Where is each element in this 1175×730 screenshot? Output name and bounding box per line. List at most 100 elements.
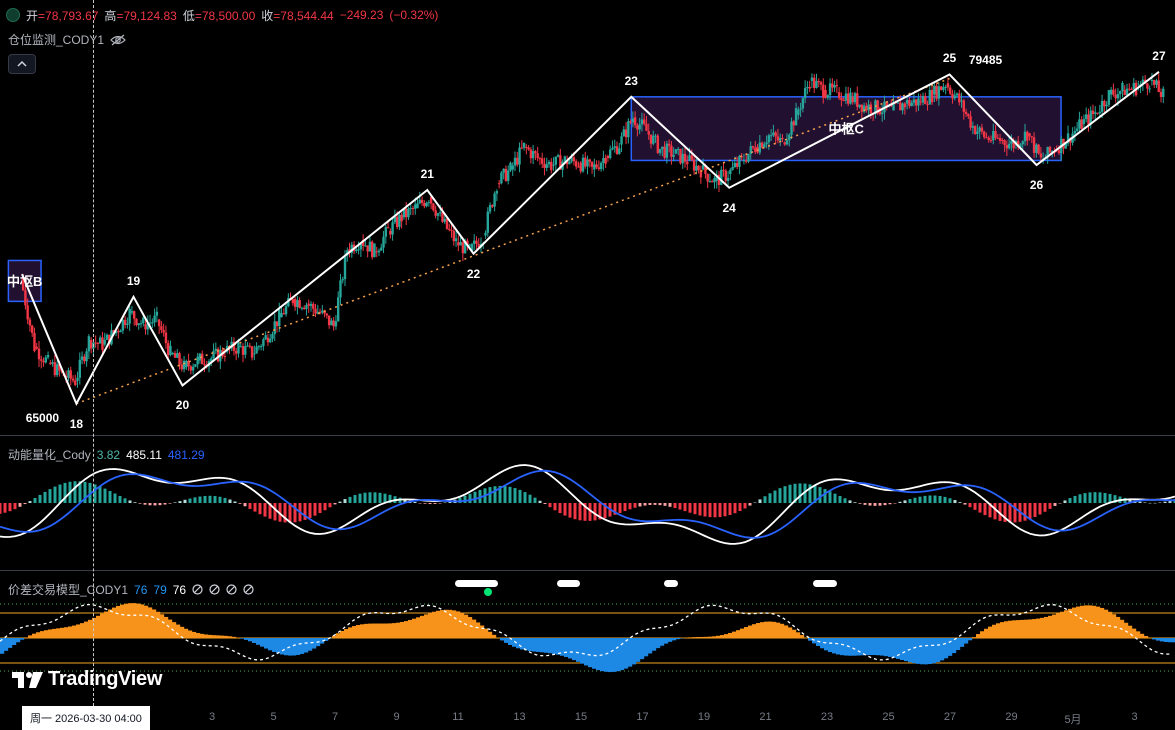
macd-histogram-bar bbox=[33, 498, 37, 503]
candle bbox=[681, 147, 684, 169]
indicator-title-macd[interactable]: 动能量化_Cody 3.82 485.11 481.29 bbox=[8, 446, 205, 463]
macd-histogram-bar bbox=[328, 503, 332, 508]
candle bbox=[434, 205, 437, 219]
macd-histogram-bar bbox=[803, 483, 807, 503]
candle bbox=[606, 154, 610, 162]
indicator-title-main[interactable]: 仓位监测_CODY1 bbox=[8, 31, 126, 48]
candle bbox=[160, 320, 163, 334]
candle bbox=[1094, 106, 1097, 120]
candle bbox=[726, 170, 730, 187]
spread-area-segment bbox=[744, 627, 749, 638]
candle bbox=[810, 73, 814, 88]
macd-histogram-bar bbox=[428, 503, 432, 505]
spread-area-segment bbox=[584, 638, 589, 666]
macd-histogram-bar bbox=[808, 484, 812, 503]
spread-area-segment bbox=[268, 638, 273, 651]
spread-area-segment bbox=[1024, 619, 1029, 638]
signal-line bbox=[0, 469, 1175, 539]
macd-histogram-bar bbox=[658, 503, 662, 506]
macd-histogram-bar bbox=[968, 503, 972, 508]
candle bbox=[609, 145, 612, 160]
macd-histogram-bar bbox=[523, 492, 527, 503]
pane-divider[interactable] bbox=[0, 435, 1175, 436]
macd-histogram-bar bbox=[258, 503, 262, 515]
pane-divider-2[interactable] bbox=[0, 570, 1175, 571]
spread-area-segment bbox=[472, 619, 477, 638]
candle bbox=[899, 95, 902, 111]
crosshair-time-label: 周一 2026-03-30 04:00 bbox=[22, 706, 150, 730]
spread-panel[interactable] bbox=[0, 571, 1175, 706]
candle bbox=[699, 165, 703, 184]
candle bbox=[976, 124, 979, 140]
candle bbox=[500, 170, 503, 185]
ohlc-legend: 开=78,793.67 高=79,124.83 低=78,500.00 收=78… bbox=[6, 6, 438, 24]
spread-area-segment bbox=[324, 638, 329, 641]
candle bbox=[398, 212, 401, 231]
spread-area-segment bbox=[1104, 609, 1109, 638]
spread-area-segment bbox=[1096, 606, 1101, 638]
candle bbox=[76, 371, 79, 388]
spread-area-segment bbox=[796, 632, 801, 638]
zigzag-line[interactable] bbox=[21, 71, 1160, 406]
spread-area-segment bbox=[56, 628, 61, 638]
candle bbox=[128, 306, 131, 331]
spread-area-segment bbox=[1012, 620, 1017, 638]
candle bbox=[901, 102, 904, 115]
candle bbox=[674, 148, 678, 154]
spread-area-segment bbox=[968, 638, 973, 641]
candle bbox=[457, 235, 460, 252]
spread-area-segment bbox=[296, 638, 301, 655]
candle bbox=[799, 102, 802, 118]
spread-area-segment bbox=[460, 612, 465, 638]
macd-histogram-bar bbox=[148, 503, 152, 506]
macd-histogram-bar bbox=[858, 503, 862, 504]
macd-histogram-bar bbox=[288, 503, 292, 523]
macd-histogram-bar bbox=[343, 499, 347, 503]
macd-histogram-bar bbox=[0, 503, 2, 514]
spread-area-segment bbox=[36, 632, 41, 638]
indicator-title-spread[interactable]: 价差交易模型_CODY1 76 79 76 bbox=[8, 581, 254, 598]
spread-area-segment bbox=[640, 638, 645, 660]
macd-panel[interactable] bbox=[0, 436, 1175, 570]
spread-area-segment bbox=[428, 612, 433, 638]
spread-area-segment bbox=[752, 624, 757, 638]
candle bbox=[330, 317, 333, 326]
spread-area-segment bbox=[92, 617, 97, 638]
eye-hidden-icon[interactable] bbox=[110, 34, 126, 46]
candle bbox=[219, 345, 222, 370]
spread-area-segment bbox=[228, 636, 233, 638]
candle bbox=[715, 170, 718, 189]
spread-name: 价差交易模型_CODY1 bbox=[8, 583, 129, 597]
spread-area-segment bbox=[224, 635, 229, 638]
spread-area-segment bbox=[784, 625, 789, 638]
spread-area-segment bbox=[1044, 616, 1049, 638]
time-axis[interactable]: 3 5 7 9 11 13 15 17 19 21 23 25 27 29 5月 3 bbox=[0, 706, 1175, 730]
candle bbox=[534, 150, 537, 161]
spread-area-segment bbox=[440, 610, 445, 638]
candle bbox=[663, 141, 666, 160]
macd-histogram-bar bbox=[423, 503, 427, 504]
candle bbox=[28, 317, 32, 332]
candle bbox=[983, 130, 986, 140]
candle bbox=[119, 329, 122, 333]
candle bbox=[171, 351, 174, 356]
candle bbox=[672, 147, 675, 162]
spread-area-segment bbox=[552, 638, 557, 654]
candle bbox=[738, 154, 741, 175]
candle bbox=[488, 202, 492, 214]
candle bbox=[865, 102, 868, 113]
high-label: 高 bbox=[104, 8, 117, 23]
signal-marker bbox=[664, 580, 678, 587]
spread-area-segment bbox=[400, 621, 405, 638]
collapse-button[interactable] bbox=[8, 54, 36, 74]
candle bbox=[164, 325, 168, 349]
spread-area-segment bbox=[176, 624, 181, 638]
pivot-zone-1[interactable] bbox=[630, 96, 1062, 162]
macd-histogram-bar bbox=[468, 493, 472, 503]
spread-area-segment bbox=[336, 633, 341, 638]
spread-area-segment bbox=[928, 638, 933, 665]
macd-histogram-bar bbox=[1113, 495, 1117, 503]
macd-histogram-bar bbox=[208, 495, 212, 503]
candle bbox=[1146, 82, 1149, 96]
